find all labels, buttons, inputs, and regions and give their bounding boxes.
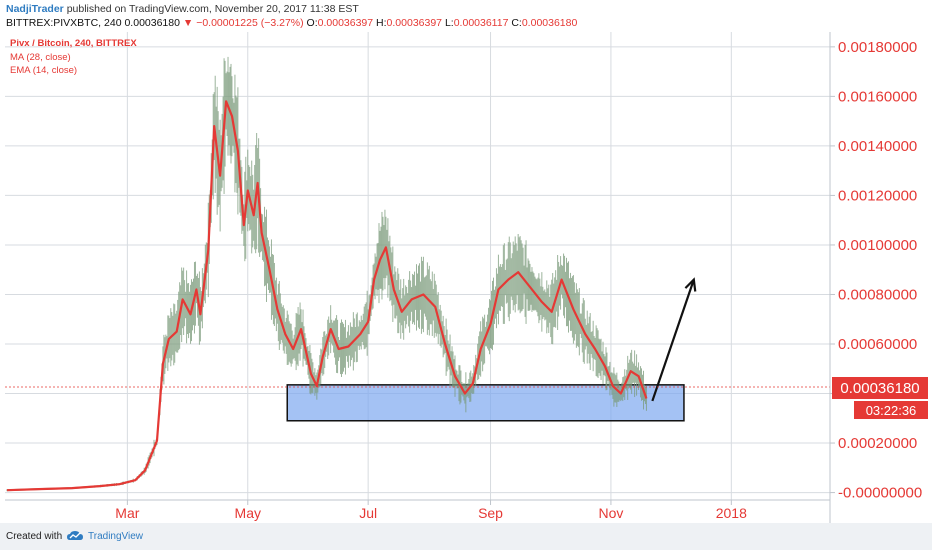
x-tick-label: Jul (359, 505, 377, 521)
low-value: 0.00036117 (453, 17, 509, 29)
y-tick-label: 0.00080000 (838, 286, 917, 303)
publish-text: published on TradingView.com, November 2… (63, 3, 359, 15)
tradingview-brand[interactable]: TradingView (88, 531, 144, 542)
chart-grid (5, 32, 830, 500)
footer-bar: Created with TradingView (0, 523, 932, 550)
created-with-text: Created with (6, 531, 63, 542)
x-tick-label: Sep (478, 505, 503, 521)
symbol-line: BITTREX:PIVXBTC, 240 0.00036180 ▼ −0.000… (6, 17, 577, 29)
y-tick-label: -0.00000000 (838, 485, 922, 502)
x-tick-label: 2018 (716, 505, 747, 521)
high-label: H: (376, 17, 387, 29)
countdown-bg (854, 401, 928, 419)
down-arrow-icon: ▼ (182, 17, 194, 29)
close-label: C: (511, 17, 522, 29)
ema-series-layer (6, 100, 648, 492)
x-tick-label: Nov (598, 505, 623, 521)
y-tick-label: 0.00020000 (838, 435, 917, 452)
y-tick-label: 0.00120000 (838, 187, 917, 204)
y-tick-label: 0.00140000 (838, 138, 917, 155)
time-axis[interactable]: Mar May Jul Sep Nov 2018 (115, 500, 747, 521)
projection-arrow-head (684, 277, 697, 292)
candle-wicks (6, 56, 647, 492)
tradingview-cloud-icon[interactable] (66, 529, 84, 543)
countdown-label: 03:22:36 (866, 403, 917, 418)
open-value: 0.00036397 (317, 17, 374, 29)
close-value: 0.00036180 (521, 17, 578, 29)
open-label: O: (306, 17, 318, 29)
price-label: 0.00036180 (840, 380, 919, 397)
y-tick-label: 0.00060000 (838, 336, 917, 353)
x-tick-label: May (235, 505, 261, 521)
ema-series-line[interactable] (6, 100, 648, 492)
price-change: −0.00001225 (−3.27%) (196, 17, 304, 29)
author-link[interactable]: NadjiTrader (6, 3, 64, 15)
price-chart[interactable]: -0.000000000.000200000.000400000.0006000… (0, 0, 932, 523)
publish-info: NadjiTrader published on TradingView.com… (6, 3, 359, 15)
projection-arrow-line[interactable] (651, 279, 695, 402)
price-label-bg (832, 377, 928, 399)
low-label: L: (444, 17, 454, 29)
high-value: 0.00036397 (386, 17, 443, 29)
x-tick-label: Mar (115, 505, 139, 521)
last-price: 0.00036180 (124, 17, 180, 29)
legend-title: Pivx / Bitcoin, 240, BITTREX (10, 38, 137, 49)
y-tick-label: 0.00160000 (838, 88, 917, 105)
y-tick-label: 0.00180000 (838, 39, 917, 56)
legend-ema[interactable]: EMA (14, close) (10, 65, 77, 76)
chart-header: NadjiTrader published on TradingView.com… (0, 0, 932, 32)
price-axis[interactable]: -0.000000000.000200000.000400000.0006000… (830, 39, 922, 502)
symbol-label[interactable]: BITTREX:PIVXBTC, 240 (6, 17, 122, 29)
projection-arrow-layer (651, 277, 697, 402)
legend-ma[interactable]: MA (28, close) (10, 52, 71, 63)
y-tick-label: 0.00100000 (838, 237, 917, 254)
